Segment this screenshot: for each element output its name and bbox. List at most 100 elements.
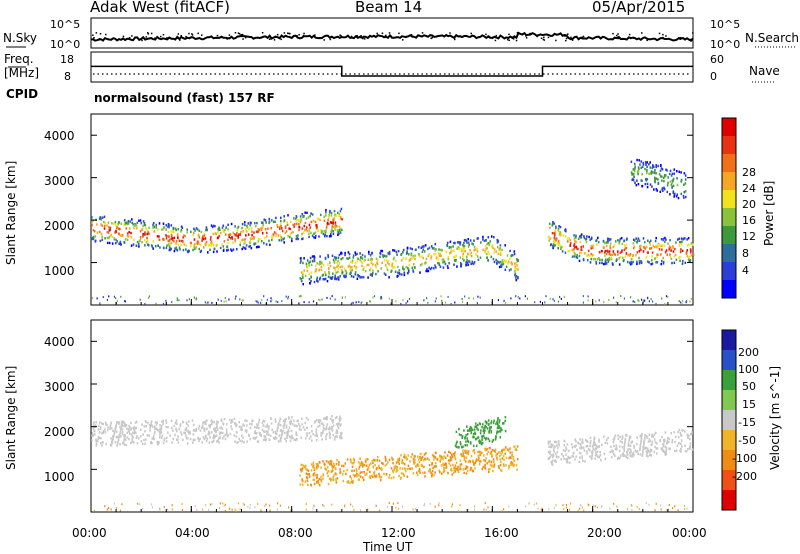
power-echo-cell	[472, 243, 474, 246]
velocity-echo-cell	[506, 448, 509, 451]
velocity-echo-cell	[651, 435, 653, 438]
velocity-echo-cell	[411, 453, 414, 456]
velocity-echo-cell	[313, 478, 315, 481]
power-echo-cell	[395, 259, 397, 263]
power-echo-cell	[358, 275, 361, 278]
velocity-echo-cell	[328, 431, 331, 434]
power-ground-cell	[329, 297, 331, 300]
velocity-echo-cell	[428, 463, 431, 467]
velocity-echo-cell	[98, 430, 101, 434]
power-colorbar-segment	[722, 136, 736, 154]
noise-search-point	[296, 35, 298, 37]
velocity-echo-cell	[203, 438, 206, 441]
velocity-echo-cell	[217, 421, 219, 424]
velocity-echo-cell	[513, 459, 516, 462]
velocity-ground-cell	[592, 504, 594, 507]
power-echo-cell	[96, 223, 98, 226]
power-echo-cell	[490, 255, 493, 259]
velocity-echo-cell	[342, 464, 345, 468]
power-echo-cell	[327, 267, 330, 270]
power-echo-cell	[175, 248, 178, 251]
noise-panel-frame	[90, 17, 694, 49]
velocity-echo-cell	[463, 429, 465, 432]
velocity-echo-cell	[429, 470, 432, 473]
power-echo-cell	[336, 229, 339, 232]
velocity-ground-cell	[139, 503, 141, 506]
velocity-echo-cell	[277, 422, 280, 425]
velocity-echo-cell	[262, 424, 265, 427]
power-echo-cell	[319, 255, 321, 258]
power-echo-cell	[326, 223, 329, 226]
power-echo-cell	[155, 226, 157, 229]
power-echo-cell	[220, 231, 222, 235]
velocity-ground-cell	[352, 505, 354, 508]
power-echo-cell	[371, 258, 373, 261]
power-echo-cell	[334, 274, 336, 277]
power-echo-cell	[448, 262, 450, 265]
power-ground-cell	[155, 302, 157, 305]
velocity-echo-cell	[301, 467, 304, 470]
velocity-echo-cell	[439, 455, 441, 458]
power-echo-cell	[301, 227, 304, 230]
velocity-echo-cell	[322, 427, 325, 430]
velocity-echo-cell	[406, 467, 409, 471]
power-echo-cell	[604, 249, 607, 253]
velocity-echo-cell	[350, 460, 352, 464]
velocity-echo-cell	[263, 438, 266, 441]
power-echo-cell	[624, 244, 626, 247]
velocity-ground-cell	[219, 502, 221, 505]
velocity-echo-cell	[340, 434, 342, 438]
power-echo-cell	[92, 236, 94, 240]
freq-tick-high: 18	[60, 53, 74, 66]
velocity-echo-cell	[650, 454, 652, 457]
power-ground-cell	[549, 297, 551, 300]
power-echo-cell	[650, 247, 653, 250]
velocity-echo-cell	[378, 466, 380, 470]
power-echo-cell	[136, 240, 139, 244]
velocity-echo-cell	[320, 431, 322, 435]
power-echo-cell	[125, 227, 127, 230]
velocity-echo-cell	[265, 439, 267, 442]
velocity-echo-cell	[465, 467, 468, 470]
power-echo-cell	[653, 176, 656, 179]
power-echo-cell	[249, 221, 252, 224]
power-echo-cell	[633, 239, 636, 242]
power-echo-cell	[165, 224, 167, 227]
velocity-echo-cell	[163, 439, 165, 442]
velocity-echo-cell	[474, 422, 477, 425]
power-echo-cell	[347, 257, 349, 260]
velocity-echo-cell	[356, 473, 359, 476]
velocity-echo-cell	[299, 468, 302, 471]
velocity-echo-cell	[350, 477, 353, 480]
velocity-echo-cell	[391, 456, 393, 459]
velocity-echo-cell	[182, 438, 184, 442]
power-echo-cell	[351, 261, 354, 264]
power-echo-cell	[180, 230, 182, 233]
power-echo-cell	[642, 250, 645, 253]
velocity-echo-cell	[156, 440, 158, 444]
power-echo-cell	[674, 247, 676, 251]
velocity-echo-cell	[150, 420, 153, 423]
velocity-echo-cell	[135, 426, 137, 429]
power-echo-cell	[304, 229, 306, 232]
power-echo-cell	[391, 264, 393, 267]
velocity-echo-cell	[333, 464, 336, 468]
velocity-ground-cell	[683, 507, 686, 510]
power-echo-cell	[333, 266, 335, 269]
velocity-echo-cell	[185, 426, 188, 430]
power-echo-cell	[271, 235, 273, 238]
power-echo-cell	[357, 257, 359, 260]
power-echo-cell	[583, 235, 585, 238]
velocity-echo-cell	[214, 429, 217, 432]
power-echo-cell	[615, 259, 618, 263]
power-echo-cell	[642, 161, 644, 165]
power-echo-cell	[152, 240, 155, 243]
velocity-echo-cell	[126, 431, 129, 435]
power-echo-cell	[638, 250, 641, 253]
power-echo-cell	[245, 244, 248, 247]
power-ground-cell	[381, 297, 383, 300]
velocity-echo-cell	[653, 438, 656, 441]
velocity-echo-cell	[330, 428, 333, 431]
velocity-echo-cell	[361, 476, 364, 479]
power-echo-cell	[111, 242, 114, 245]
